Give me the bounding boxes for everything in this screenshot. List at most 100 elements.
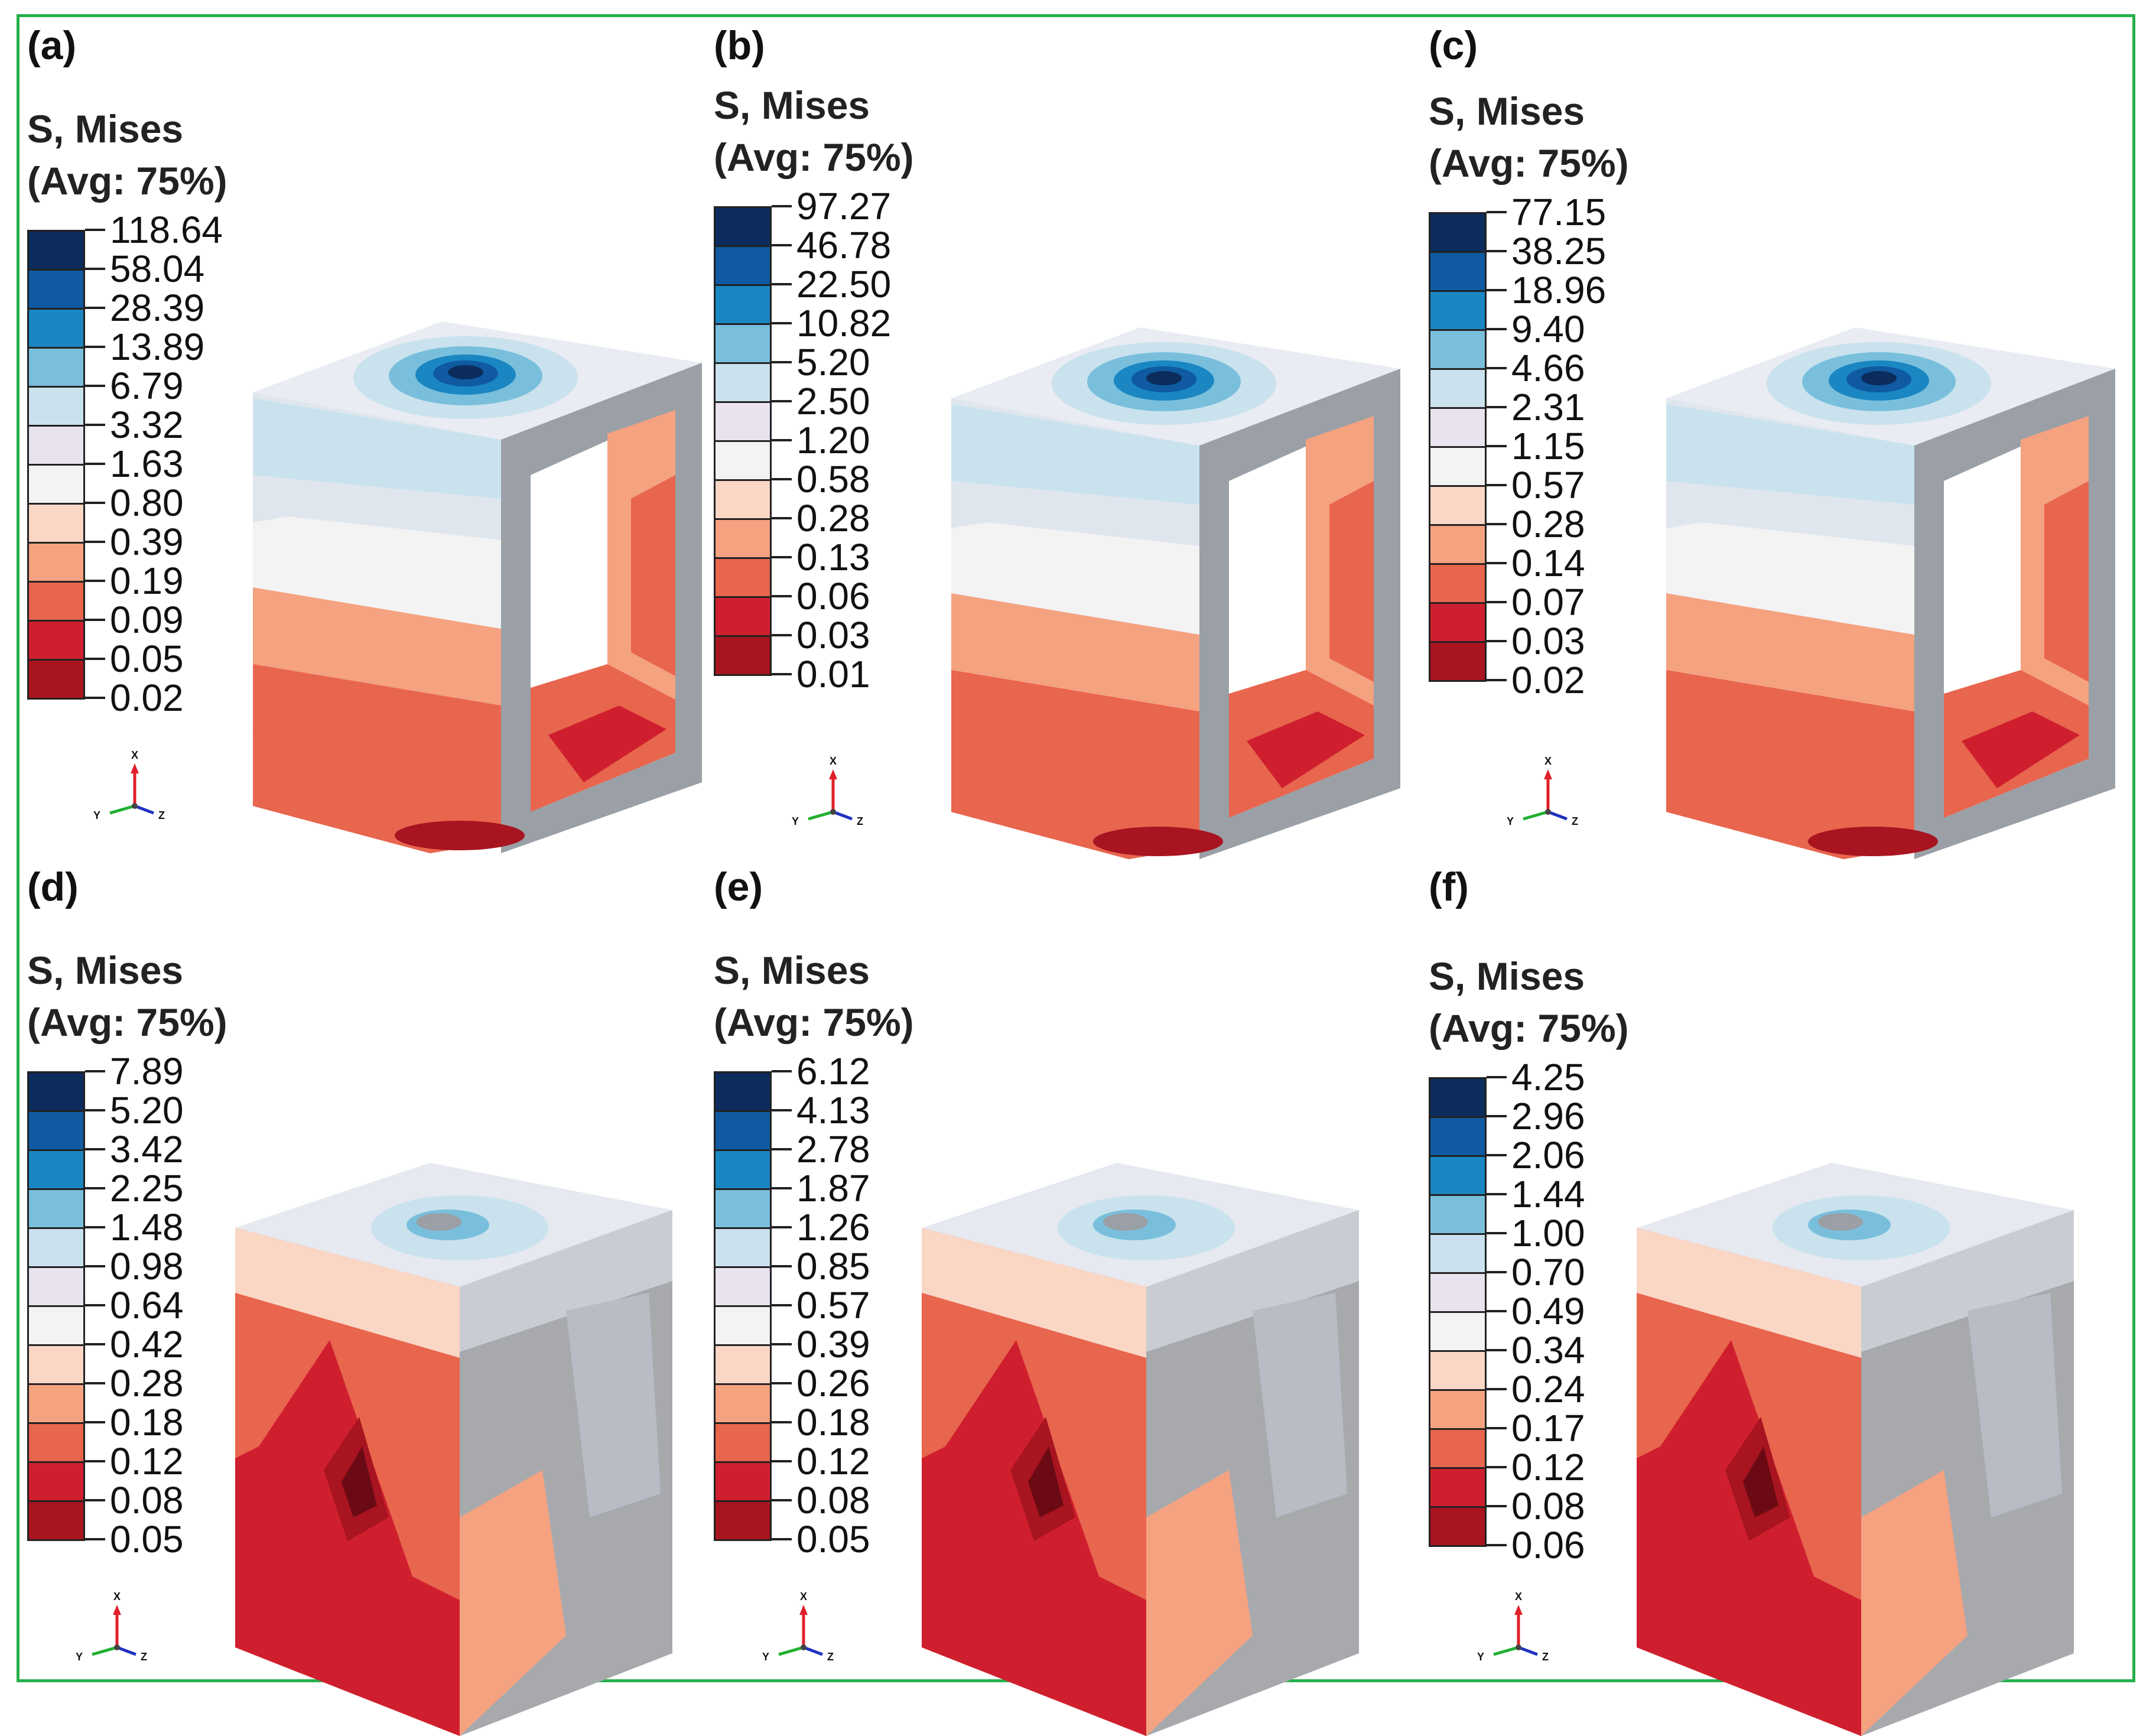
legend-tick xyxy=(772,478,792,480)
stress-contour-band xyxy=(1637,1228,1861,1358)
legend-tick xyxy=(772,322,792,324)
axis-triad: X Y Z xyxy=(762,1591,834,1663)
legend-swatch xyxy=(1429,212,1487,253)
legend-value: 10.82 xyxy=(796,302,892,344)
legend-tick xyxy=(772,244,792,246)
legend-title-line2: (Avg: 75%) xyxy=(27,159,227,203)
legend-value: 0.18 xyxy=(110,1401,184,1444)
legend-value: 7.89 xyxy=(110,1050,184,1093)
legend-swatch xyxy=(27,386,85,427)
legend-value: 3.32 xyxy=(110,404,184,446)
legend-swatch xyxy=(1429,1506,1487,1547)
legend-title-line1: S, Mises xyxy=(1429,89,1585,133)
legend-tick xyxy=(772,1499,792,1501)
legend-swatch xyxy=(27,347,85,388)
stress-contour-band xyxy=(548,706,666,782)
fem-model: X Y Z xyxy=(762,1163,1359,1736)
axis-y-label: Y xyxy=(792,815,799,827)
legend-value: 58.04 xyxy=(110,248,205,290)
legend-tick xyxy=(85,1187,105,1189)
legend-tick xyxy=(1487,406,1507,408)
legend-value: 0.18 xyxy=(796,1401,870,1444)
legend-tick xyxy=(85,502,105,504)
legend-tick xyxy=(1487,1466,1507,1468)
legend-swatch xyxy=(714,1422,772,1463)
legend-value: 18.96 xyxy=(1511,269,1607,311)
legend-tick xyxy=(85,424,105,426)
legend-swatch xyxy=(1429,1467,1487,1508)
legend-tick xyxy=(772,1460,792,1462)
legend-swatch xyxy=(1429,1116,1487,1157)
legend-swatch xyxy=(27,659,85,700)
legend-value: 0.12 xyxy=(1511,1446,1585,1488)
legend-value: 0.34 xyxy=(1511,1329,1585,1371)
legend-value: 0.19 xyxy=(110,560,184,602)
stress-contour-band xyxy=(395,821,525,850)
load-hole xyxy=(1861,371,1897,385)
legend-swatch xyxy=(27,1461,85,1502)
legend-swatch xyxy=(27,1422,85,1463)
panel-c: (c) S, Mises (Avg: 75%) 77.15 38.25 18.96 9.40… xyxy=(1418,14,2115,859)
legend-value: 9.40 xyxy=(1511,308,1585,350)
legend-swatch xyxy=(714,1500,772,1541)
panel-f: (f) S, Mises (Avg: 75%) 4.25 2.96 2.06 1.44 1.0… xyxy=(1418,856,2103,1736)
legend-value: 0.42 xyxy=(110,1323,184,1366)
legend-swatch xyxy=(714,557,772,598)
stress-contour-band xyxy=(951,404,1199,505)
legend-value: 4.66 xyxy=(1511,347,1585,389)
legend-swatch xyxy=(1429,1389,1487,1430)
panel-label: (e) xyxy=(714,864,763,909)
axis-x-label: X xyxy=(113,1591,121,1602)
stress-contour-band xyxy=(253,398,501,499)
legend-tick xyxy=(772,1304,792,1306)
legend-tick xyxy=(772,634,792,636)
legend-swatch xyxy=(27,230,85,271)
stress-contour-band xyxy=(1666,522,1914,635)
legend-swatch xyxy=(1429,485,1487,526)
legend-title: S, Mises (Avg: 75%) xyxy=(714,79,914,183)
legend-swatch xyxy=(27,308,85,349)
legend-swatch xyxy=(1429,1272,1487,1313)
legend-tick xyxy=(772,1538,792,1540)
axis-triad: X Y Z xyxy=(1507,755,1578,827)
stress-contour-band xyxy=(1146,1470,1253,1736)
axis-y-label: Y xyxy=(1507,815,1514,827)
legend-value: 5.20 xyxy=(796,341,870,383)
legend-value: 0.01 xyxy=(796,653,870,695)
axis-x-label: X xyxy=(1515,1591,1522,1602)
stress-contour-band xyxy=(342,1446,377,1517)
legend-tick xyxy=(85,268,105,270)
legend-swatch xyxy=(714,401,772,442)
axis-triad: X Y Z xyxy=(93,749,165,821)
legend-swatch xyxy=(1429,329,1487,370)
legend-tick xyxy=(85,697,105,699)
legend-tick xyxy=(772,595,792,597)
legend-swatch xyxy=(714,1227,772,1268)
legend-swatch xyxy=(714,635,772,676)
legend-value: 0.17 xyxy=(1511,1407,1585,1449)
legend-title: S, Mises (Avg: 75%) xyxy=(714,944,914,1048)
legend-swatch xyxy=(1429,1077,1487,1118)
legend-tick xyxy=(85,1148,105,1150)
fem-model: X Y Z xyxy=(1477,1163,2074,1736)
legend-swatch xyxy=(714,518,772,559)
fem-model: X Y Z xyxy=(1507,327,2115,859)
legend-tick xyxy=(1487,1427,1507,1429)
legend-tick xyxy=(1487,1388,1507,1390)
legend-swatch xyxy=(714,1071,772,1112)
legend-swatch xyxy=(1429,524,1487,565)
legend-value: 2.96 xyxy=(1511,1095,1585,1137)
legend-swatch xyxy=(1429,1194,1487,1235)
legend-title-line1: S, Mises xyxy=(27,948,184,992)
panel-label: (b) xyxy=(714,23,765,68)
legend-tick xyxy=(85,1343,105,1345)
legend-tick xyxy=(772,205,792,207)
legend-value: 0.12 xyxy=(110,1440,184,1483)
legend-tick xyxy=(85,619,105,621)
legend-tick xyxy=(1487,1271,1507,1273)
legend-swatch xyxy=(27,1071,85,1112)
stress-contour-band xyxy=(951,522,1199,635)
legend-tick xyxy=(772,1421,792,1423)
legend-value: 0.08 xyxy=(796,1479,870,1522)
legend-tick xyxy=(1487,211,1507,213)
